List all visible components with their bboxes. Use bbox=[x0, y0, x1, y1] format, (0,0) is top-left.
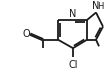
Text: N: N bbox=[69, 9, 77, 19]
Text: Cl: Cl bbox=[68, 60, 78, 70]
Text: N: N bbox=[92, 1, 100, 11]
Text: O: O bbox=[23, 29, 30, 39]
Text: H: H bbox=[97, 2, 103, 11]
